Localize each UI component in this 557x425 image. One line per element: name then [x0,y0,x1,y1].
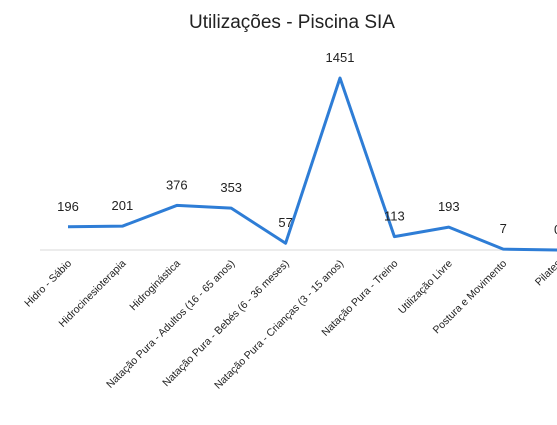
data-label: 113 [384,209,405,224]
x-tick-label: Hidroginástica [127,258,183,314]
data-label: 193 [438,199,460,214]
data-label: 0 [554,222,557,237]
data-line [67,76,557,252]
data-label: 1451 [326,50,355,65]
data-label: 353 [220,180,242,195]
data-label: 7 [500,221,507,236]
data-label: 196 [57,199,79,214]
x-tick-label: Pilates [533,258,557,289]
x-tick-label: Hidro - Sábio [22,258,74,310]
chart-title: Utilizações - Piscina SIA [189,12,395,33]
data-label: 57 [278,215,292,230]
x-tick-label: Utilização Livre [396,258,455,317]
data-label: 376 [166,177,188,192]
data-label: 201 [112,198,134,213]
